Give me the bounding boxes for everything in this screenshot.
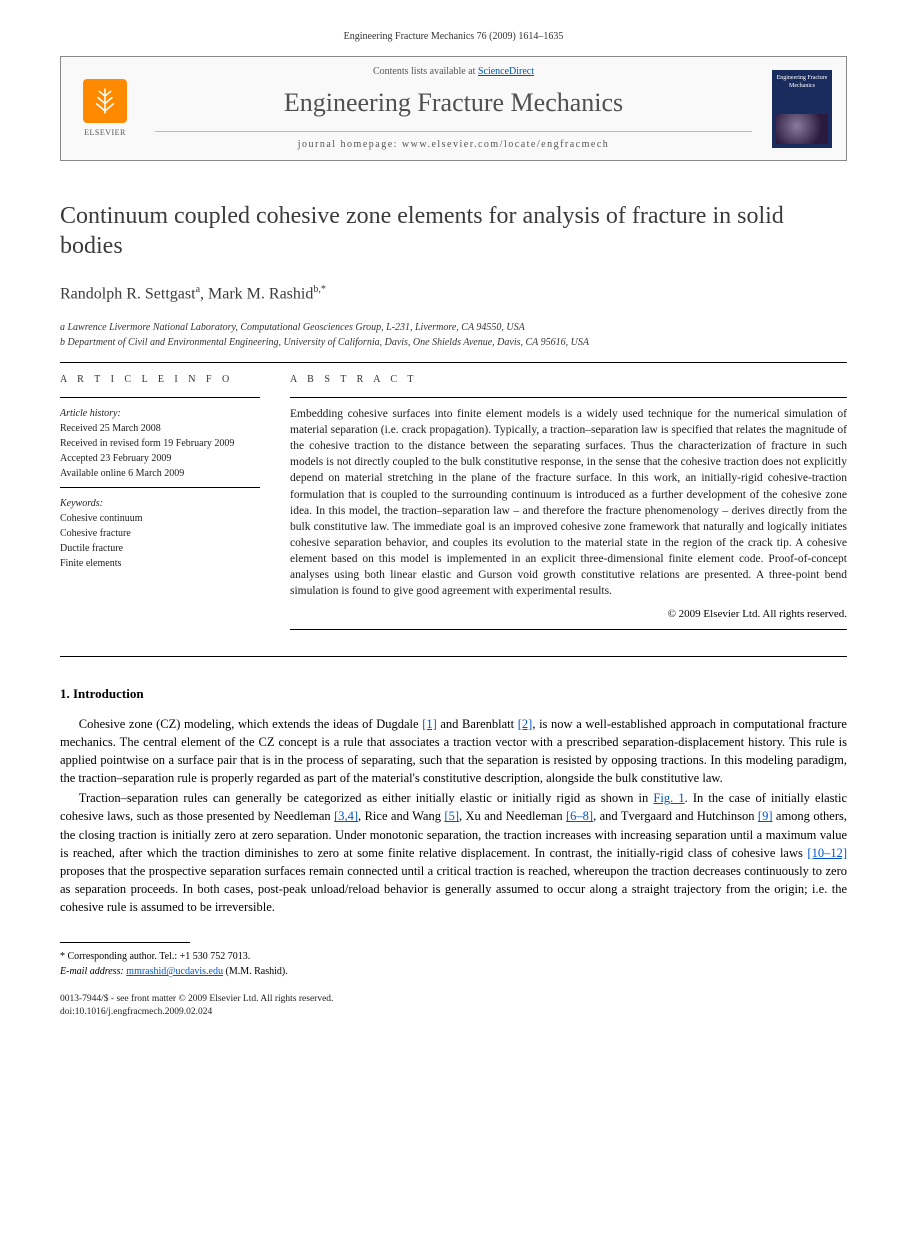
citation-link-34[interactable]: [3,4] (334, 809, 358, 823)
divider (290, 629, 847, 630)
text-run: and Barenblatt (437, 717, 518, 731)
divider (60, 656, 847, 657)
article-history-block: Article history: Received 25 March 2008 … (60, 406, 260, 481)
author-list: Randolph R. Settgasta, Mark M. Rashidb,* (60, 283, 847, 306)
email-label: E-mail address: (60, 966, 126, 977)
divider (290, 397, 847, 398)
contents-line: Contents lists available at ScienceDirec… (135, 65, 772, 79)
affiliation-a: a Lawrence Livermore National Laboratory… (60, 320, 847, 335)
section-1-heading: 1. Introduction (60, 685, 847, 703)
author-2-name: Mark M. Rashid (208, 286, 313, 303)
citation-link-68[interactable]: [6–8] (566, 809, 593, 823)
abstract-text: Embedding cohesive surfaces into finite … (290, 406, 847, 599)
contents-prefix: Contents lists available at (373, 66, 478, 77)
elsevier-name: ELSEVIER (84, 127, 126, 138)
corresponding-author-footnote: * Corresponding author. Tel.: +1 530 752… (60, 949, 847, 979)
history-online: Available online 6 March 2009 (60, 466, 260, 481)
journal-homepage: journal homepage: www.elsevier.com/locat… (155, 131, 752, 152)
journal-cover-thumbnail: Engineering Fracture Mechanics (772, 70, 832, 148)
text-run: , Xu and Needleman (459, 809, 566, 823)
journal-masthead: ELSEVIER Contents lists available at Sci… (60, 56, 847, 161)
citation-link-9[interactable]: [9] (758, 809, 773, 823)
citation-link-5[interactable]: [5] (444, 809, 459, 823)
article-title: Continuum coupled cohesive zone elements… (60, 201, 847, 261)
author-1-affiliation-marker: a (196, 284, 200, 295)
keyword-3: Ductile fracture (60, 541, 260, 556)
citation-link-1012[interactable]: [10–12] (807, 846, 847, 860)
journal-name: Engineering Fracture Mechanics (135, 85, 772, 121)
divider (60, 487, 260, 488)
history-accepted: Accepted 23 February 2009 (60, 451, 260, 466)
footnote-separator (60, 942, 190, 943)
text-run: proposes that the prospective separation… (60, 864, 847, 914)
article-info-label: A R T I C L E I N F O (60, 373, 260, 387)
text-run: Cohesive zone (CZ) modeling, which exten… (79, 717, 422, 731)
corresponding-email-link[interactable]: mmrashid@ucdavis.edu (126, 966, 223, 977)
text-run: Traction–separation rules can generally … (79, 791, 654, 805)
affiliations: a Lawrence Livermore National Laboratory… (60, 320, 847, 350)
abstract-label: A B S T R A C T (290, 373, 847, 387)
abstract-column: A B S T R A C T Embedding cohesive surfa… (290, 373, 847, 638)
footer-block: 0013-7944/$ - see front matter © 2009 El… (60, 993, 847, 1020)
figure-link-1[interactable]: Fig. 1 (653, 791, 684, 805)
elsevier-tree-icon (83, 79, 127, 123)
running-head: Engineering Fracture Mechanics 76 (2009)… (60, 30, 847, 44)
keyword-2: Cohesive fracture (60, 526, 260, 541)
history-heading: Article history: (60, 406, 260, 421)
elsevier-logo: ELSEVIER (75, 74, 135, 144)
author-2-affiliation-marker: b,* (313, 284, 326, 295)
article-info-column: A R T I C L E I N F O Article history: R… (60, 373, 260, 638)
affiliation-b: b Department of Civil and Environmental … (60, 335, 847, 350)
corresponding-email-line: E-mail address: mmrashid@ucdavis.edu (M.… (60, 964, 847, 979)
divider (60, 362, 847, 363)
corresponding-phone: * Corresponding author. Tel.: +1 530 752… (60, 949, 847, 964)
author-1-name: Randolph R. Settgast (60, 286, 196, 303)
citation-link-1[interactable]: [1] (422, 717, 437, 731)
citation-link-2[interactable]: [2] (518, 717, 533, 731)
divider (60, 397, 260, 398)
sciencedirect-link[interactable]: ScienceDirect (478, 66, 534, 77)
doi-line: doi:10.1016/j.engfracmech.2009.02.024 (60, 1006, 847, 1019)
text-run: , Rice and Wang (358, 809, 444, 823)
keyword-1: Cohesive continuum (60, 511, 260, 526)
text-run: , and Tvergaard and Hutchinson (593, 809, 758, 823)
abstract-copyright: © 2009 Elsevier Ltd. All rights reserved… (290, 607, 847, 622)
keywords-heading: Keywords: (60, 496, 260, 511)
intro-paragraph-2: Traction–separation rules can generally … (60, 789, 847, 916)
cover-title: Engineering Fracture Mechanics (776, 74, 828, 91)
history-revised: Received in revised form 19 February 200… (60, 436, 260, 451)
history-received: Received 25 March 2008 (60, 421, 260, 436)
keyword-4: Finite elements (60, 556, 260, 571)
masthead-center: Contents lists available at ScienceDirec… (135, 65, 772, 152)
email-suffix: (M.M. Rashid). (223, 966, 288, 977)
intro-paragraph-1: Cohesive zone (CZ) modeling, which exten… (60, 715, 847, 788)
issn-line: 0013-7944/$ - see front matter © 2009 El… (60, 993, 847, 1006)
info-abstract-row: A R T I C L E I N F O Article history: R… (60, 373, 847, 638)
keywords-block: Keywords: Cohesive continuum Cohesive fr… (60, 496, 260, 571)
cover-art (776, 114, 828, 144)
